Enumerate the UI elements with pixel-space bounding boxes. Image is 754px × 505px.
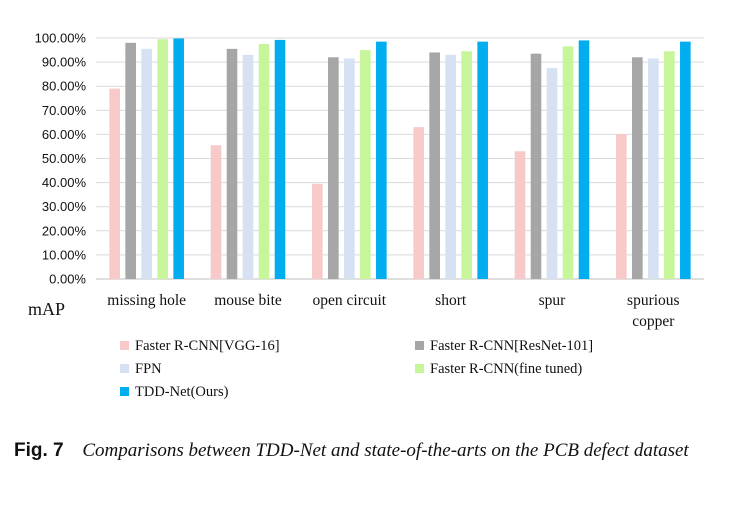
legend-label: Faster R-CNN[VGG-16] [135, 338, 280, 354]
legend-swatch [120, 387, 129, 396]
y-tick-label: 100.00% [35, 31, 87, 46]
grid [96, 37, 704, 256]
bar [632, 57, 643, 279]
bars [109, 38, 691, 280]
legend-swatch [120, 364, 129, 373]
legend-label: Faster R-CNN[ResNet-101] [430, 338, 593, 354]
y-tick-label: 20.00% [42, 223, 87, 238]
bar [360, 50, 371, 279]
bar [125, 42, 136, 279]
figure-caption: Fig. 7 Comparisons between TDD-Net and s… [14, 436, 740, 466]
figure-caption-text: Comparisons between TDD-Net and state-of… [82, 440, 689, 461]
y-tick-label: 40.00% [42, 175, 87, 190]
bar [157, 39, 168, 279]
legend-swatch [415, 341, 424, 350]
figure-label: Fig. 7 [14, 440, 64, 461]
x-tick-label: spur [539, 292, 567, 309]
y-tick-label: 50.00% [42, 151, 87, 166]
x-axis-ticks: missing hole mouse bite open circuit short s… [107, 292, 679, 330]
legend: Faster R-CNN[VGG-16] Faster R-CNN[ResNet-… [120, 338, 593, 400]
legend-item: TDD-Net(Ours) [120, 384, 229, 400]
bar [328, 57, 339, 279]
bar [445, 54, 456, 280]
x-tick-label: open circuit [313, 292, 387, 309]
bar [562, 46, 574, 280]
bar [514, 151, 526, 279]
y-tick-label: 0.00% [49, 272, 86, 287]
x-tick-label: spurious [627, 292, 680, 309]
x-tick-label: missing hole [107, 292, 186, 309]
legend-item: Faster R-CNN[VGG-16] [120, 338, 280, 354]
bar [578, 40, 590, 279]
x-tick-label: short [435, 292, 467, 309]
x-tick-label: mouse bite [214, 292, 282, 309]
bar [530, 53, 542, 279]
y-axis-ticks: 0.00% 10.00% 20.00% 30.00% 40.00% 50.00% 60.00… [35, 31, 87, 287]
bar [648, 58, 659, 279]
y-tick-label: 80.00% [42, 79, 87, 94]
bar [312, 183, 323, 279]
legend-item: Faster R-CNN(fine tuned) [415, 361, 582, 377]
bar [173, 38, 184, 280]
bar [376, 41, 387, 279]
bar [226, 48, 238, 279]
legend-label: TDD-Net(Ours) [135, 384, 229, 400]
y-tick-label: 30.00% [42, 199, 87, 214]
bar [477, 41, 488, 279]
bar [210, 145, 222, 279]
y-tick-label: 90.00% [42, 55, 87, 70]
bar [546, 68, 558, 279]
chart: 0.00% 10.00% 20.00% 30.00% 40.00% 50.00% 60.00… [28, 31, 704, 400]
legend-item: FPN [120, 361, 162, 377]
bar [461, 51, 472, 279]
bar [344, 58, 355, 279]
bar [274, 39, 286, 279]
legend-swatch [120, 341, 129, 350]
bar [664, 51, 675, 279]
bar [258, 44, 270, 280]
bar [680, 41, 691, 279]
bar [616, 134, 627, 279]
y-tick-label: 10.00% [42, 247, 87, 262]
legend-item: Faster R-CNN[ResNet-101] [415, 338, 593, 354]
y-tick-label: 60.00% [42, 127, 87, 142]
bar [109, 88, 120, 279]
y-tick-label: 70.00% [42, 103, 87, 118]
legend-swatch [415, 364, 424, 373]
x-tick-label: copper [632, 313, 675, 330]
legend-label: FPN [135, 361, 162, 377]
y-axis-label: mAP [28, 299, 65, 319]
bar [413, 127, 424, 279]
legend-label: Faster R-CNN(fine tuned) [430, 361, 582, 377]
bar [429, 52, 440, 280]
bar [141, 48, 152, 279]
bar [242, 54, 254, 280]
